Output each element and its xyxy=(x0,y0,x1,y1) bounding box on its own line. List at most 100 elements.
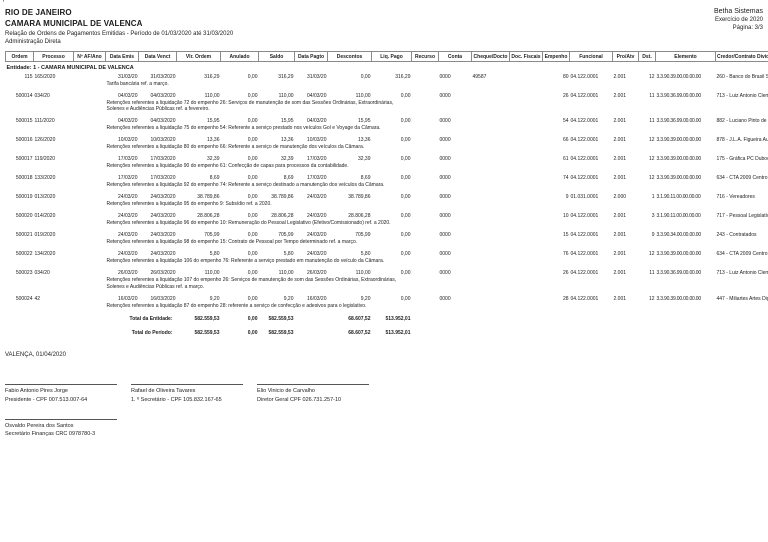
cell-saldo: 705,99 xyxy=(278,232,294,238)
cell-empenho: 76 xyxy=(562,251,569,257)
cell-data-pagto: 04/03/20 xyxy=(307,118,327,124)
cell-anulado: 0,00 xyxy=(247,118,258,124)
administration-type: Administração Direta xyxy=(5,39,61,45)
cell-cheque-docto xyxy=(472,294,510,302)
signature-line xyxy=(5,384,117,385)
cell-af-ano xyxy=(74,117,106,125)
cell-descontos: 15,95 xyxy=(357,118,371,124)
col-header-ordem: Ordem xyxy=(5,51,34,62)
entity-name: CAMARA MUNICIPAL DE VALENCA xyxy=(5,19,143,28)
cell-cheque-docto xyxy=(472,174,510,182)
cell-doc-fiscais xyxy=(510,212,543,220)
cell-conta: 0000 xyxy=(439,156,451,162)
cell-recurso xyxy=(412,250,439,258)
cell-elemento: 3.3.90.39.00.00.00.00 xyxy=(656,295,702,302)
cell-liq-pago: 0,00 xyxy=(400,295,411,302)
cell-saldo: 38.789,86 xyxy=(271,194,294,200)
orders-table-body: 115 165/2020 31/03/20 31/03/2020 316,29 … xyxy=(6,72,768,313)
cell-cheque-docto xyxy=(472,250,510,258)
cell-conta: 0000 xyxy=(439,213,451,219)
signature-president: Fabio Antonio Pires Jorge Presidente - C… xyxy=(5,384,117,403)
cell-recurso xyxy=(412,231,439,239)
cell-cheque-docto: 49587 xyxy=(472,73,487,80)
total-entity-saldo: 582.559,53 xyxy=(268,316,294,322)
order-row: 115 165/2020 31/03/20 31/03/2020 316,29 … xyxy=(6,72,768,80)
cell-anulado: 0,00 xyxy=(247,232,258,238)
cell-doc-fiscais xyxy=(510,91,543,99)
cell-af-ano xyxy=(74,212,106,220)
cell-liq-pago: 0,00 xyxy=(400,232,411,238)
cell-descricao: Retenções referentes a liquidação 87 do … xyxy=(106,302,367,309)
cell-liq-pago: 0,00 xyxy=(400,213,411,219)
cell-credor: 175 - Gráfica PC Duboc Ltda xyxy=(716,156,768,162)
signature-role: Secretário Finanças CRC 0978780-3 xyxy=(5,431,96,437)
cell-empenho: 80 xyxy=(562,73,569,80)
signature-line xyxy=(5,418,117,420)
cell-conta: 0000 xyxy=(439,73,451,80)
signatures-section: Fabio Antonio Pires Jorge Presidente - C… xyxy=(5,384,765,437)
cell-pro-atv: 2.001 xyxy=(613,295,627,302)
cell-descricao: Retenções referentes a liquidação 107 do… xyxy=(106,277,397,290)
cell-data-venct: 31/03/2020 xyxy=(150,73,176,80)
cell-anulado: 0,00 xyxy=(247,92,258,99)
cell-credor: 713 - Luiz Antonio Clemente xyxy=(716,92,768,99)
totals-section: Total da Entidade: 582.559,53 0,00 582.5… xyxy=(6,313,768,336)
order-row: 500021 019/2020 24/03/20 24/03/2020 705,… xyxy=(6,231,768,239)
cell-data-pagto: 24/03/20 xyxy=(307,213,327,219)
cell-dst: 12 xyxy=(648,73,655,80)
cell-credor: 878 - J.L.A. Figueira Auto Mecânica ME xyxy=(716,137,768,143)
cell-dst: 9 xyxy=(651,232,655,238)
cell-recurso xyxy=(412,117,439,125)
cell-data-pagto: 16/03/20 xyxy=(307,295,327,302)
cell-elemento: 3.3.90.39.00.00.00.00 xyxy=(656,137,702,143)
cell-empenho: 10 xyxy=(562,213,569,219)
col-header-data-emis: Data Emis xyxy=(105,51,139,62)
cell-funcional: 04.122.0001 xyxy=(570,118,599,124)
total-entity-row: Total da Entidade: 582.559,53 0,00 582.5… xyxy=(6,313,768,323)
cell-data-pagto: 10/03/20 xyxy=(307,137,327,143)
total-period-label: Total do Período: xyxy=(131,329,173,336)
cell-liq-pago: 0,00 xyxy=(400,251,411,257)
order-row: 500022 134/2020 24/03/20 24/03/2020 5,80… xyxy=(6,250,768,258)
cell-credor: 447 - Miliartes Artes Digitais Ltda ME xyxy=(716,295,768,302)
cell-pro-atv: 2.001 xyxy=(613,175,627,181)
total-period-anulado: 0,00 xyxy=(247,329,258,336)
cell-doc-fiscais xyxy=(510,231,543,239)
cell-ordem: 500023 xyxy=(15,270,33,276)
place-date: VALENÇA, 01/04/2020 xyxy=(5,352,66,358)
order-description-row: Tarifa bancária ref. a março. xyxy=(6,80,768,91)
cell-vlr-ordem: 705,99 xyxy=(204,232,220,238)
report-header: RIO DE JANEIRO CAMARA MUNICIPAL DE VALEN… xyxy=(5,8,765,45)
cell-pro-atv: 2.001 xyxy=(613,137,627,143)
cell-descricao: Tarifa bancária ref. a março. xyxy=(106,80,169,87)
cell-data-emis: 16/03/20 xyxy=(118,295,138,302)
cell-descontos: 0,00 xyxy=(360,73,371,80)
cell-processo: 126/2020 xyxy=(34,137,56,143)
order-description-row: Retenções referentes a liquidação 92 do … xyxy=(6,182,768,193)
cell-liq-pago: 0,00 xyxy=(400,137,411,143)
cell-ordem: 500022 xyxy=(15,251,33,257)
cell-anulado: 0,00 xyxy=(247,251,258,257)
cell-data-venct: 24/03/2020 xyxy=(150,213,176,219)
cell-funcional: 04.122.0001 xyxy=(570,92,599,99)
cell-saldo: 15,95 xyxy=(280,118,294,124)
cell-elemento: 3.3.90.39.00.00.00.00 xyxy=(656,175,702,181)
cell-anulado: 0,00 xyxy=(247,213,258,219)
col-header-conta: Conta xyxy=(438,51,472,62)
cell-data-emis: 24/03/20 xyxy=(118,213,138,219)
cell-conta: 0000 xyxy=(439,251,451,257)
cell-descricao: Retenções referentes a liquidação 106 do… xyxy=(106,258,385,264)
cell-funcional: 04.122.0001 xyxy=(570,270,599,276)
cell-vlr-ordem: 9,20 xyxy=(209,295,220,302)
report-header-left: RIO DE JANEIRO CAMARA MUNICIPAL DE VALEN… xyxy=(5,8,233,45)
cell-data-venct: 17/03/2020 xyxy=(150,175,176,181)
col-header-descontos: Descontos xyxy=(327,51,372,62)
cell-liq-pago: 0,00 xyxy=(400,92,411,99)
cell-ordem: 500016 xyxy=(15,137,33,143)
signature-director: Elio Vinicio de Carvalho Diretor Geral C… xyxy=(257,384,369,403)
cell-processo: 133/2020 xyxy=(34,175,56,181)
cell-recurso xyxy=(412,193,439,201)
cell-conta: 0000 xyxy=(439,270,451,276)
cell-data-venct: 24/03/2020 xyxy=(150,251,176,257)
cell-dst: 1 xyxy=(651,194,655,200)
